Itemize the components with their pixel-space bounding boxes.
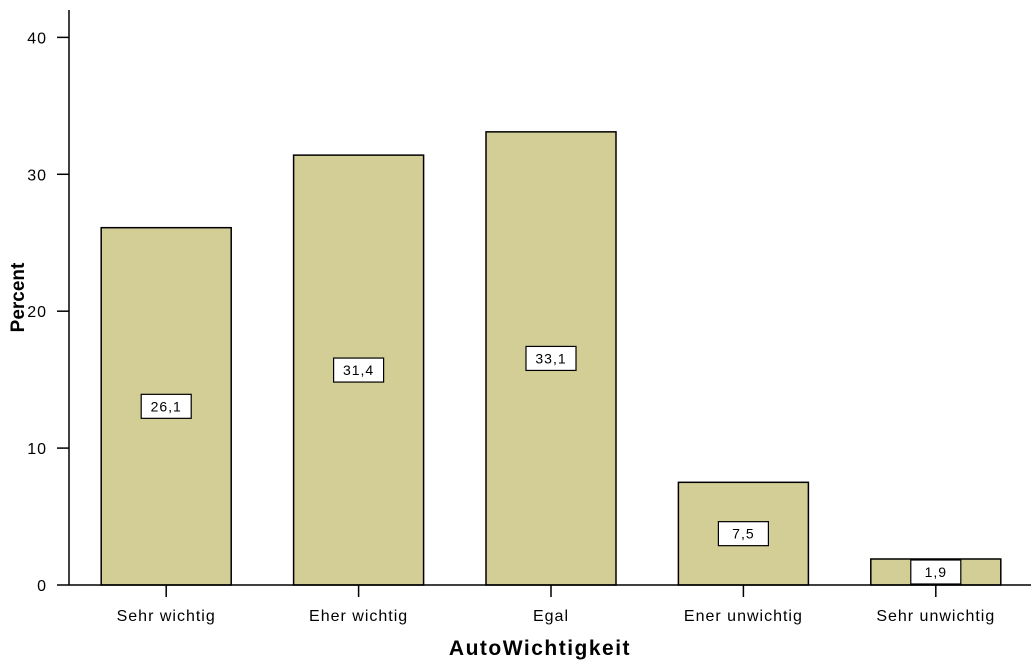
- y-tick-label: 40: [27, 30, 47, 47]
- x-tick-label: Sehr unwichtig: [876, 608, 995, 625]
- x-tick-label: Egal: [533, 608, 569, 625]
- x-tick-label: Sehr wichtig: [117, 608, 216, 625]
- data-label-text: 33,1: [535, 350, 566, 366]
- data-label-box: [717, 521, 770, 547]
- data-label: 31,4: [333, 357, 385, 383]
- y-tick-label: 30: [27, 167, 47, 184]
- x-tick-label: Ener unwichtig: [684, 608, 803, 625]
- y-axis-ticks: 0 10 20 30 40: [27, 30, 69, 595]
- data-label-box: [525, 345, 577, 372]
- data-label-text: 1,9: [925, 564, 947, 580]
- data-label: 1,9: [910, 559, 962, 585]
- x-axis-ticks: Sehr wichtig Eher wichtig Egal Ener unwicht…: [117, 585, 995, 625]
- data-label: 26,1: [140, 393, 192, 419]
- data-label-text: 31,4: [343, 362, 374, 378]
- data-label: 7,5: [717, 521, 770, 547]
- y-tick-label: 10: [27, 441, 47, 458]
- y-tick-label: 20: [27, 304, 47, 321]
- x-axis-title: AutoWichtigkeit: [449, 637, 631, 660]
- y-tick-label: 0: [37, 578, 47, 595]
- data-labels-group: 26,1 31,4 33,1 7,5 1,9: [140, 345, 962, 585]
- data-label-box: [333, 357, 385, 383]
- data-label-box: [140, 393, 192, 419]
- y-axis-title: Percent: [8, 262, 29, 332]
- data-label-box: [910, 559, 962, 585]
- data-label-text: 26,1: [151, 398, 182, 414]
- data-label: 33,1: [525, 345, 577, 372]
- x-tick-label: Eher wichtig: [309, 608, 408, 625]
- data-label-text: 7,5: [732, 526, 754, 542]
